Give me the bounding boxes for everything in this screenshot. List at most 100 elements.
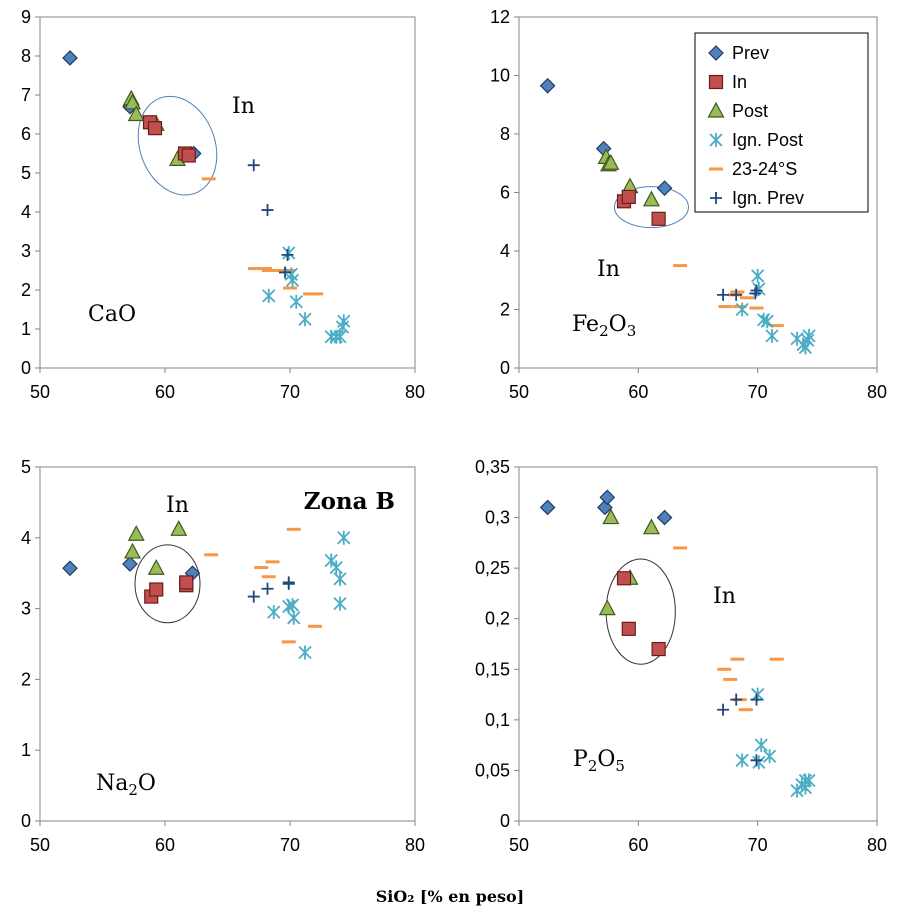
point-post — [170, 520, 188, 536]
point-ign-prev — [750, 754, 763, 767]
point-ign-post — [333, 329, 347, 344]
point-ign-post — [802, 328, 816, 343]
point-ign-prev — [261, 582, 274, 595]
y-tick-label: 8 — [21, 46, 31, 66]
point-post — [123, 542, 142, 559]
x-axis-title: SiO₂ [% en peso] — [376, 887, 525, 906]
point-prev — [539, 499, 556, 516]
in-field-envelope — [134, 544, 201, 624]
legend-marker-ign-prev — [710, 192, 722, 204]
y-tick-label: 6 — [500, 183, 510, 203]
point-ign-post — [329, 560, 343, 575]
point-ign-post — [798, 780, 813, 795]
point-prev — [539, 77, 556, 94]
plot-area — [39, 466, 416, 822]
y-tick-label: 0,15 — [475, 659, 510, 679]
oxide-label: Na2O — [96, 771, 156, 799]
point-post — [642, 190, 660, 207]
point-ign-prev — [717, 703, 730, 716]
y-tick-label: 2 — [500, 300, 510, 320]
point-ign-post — [262, 288, 276, 303]
point-in — [149, 582, 164, 597]
oxide-label: CaO — [88, 302, 136, 327]
point-ign-post — [735, 753, 749, 768]
y-tick-label: 3 — [21, 241, 31, 261]
y-tick-label: 2 — [21, 280, 31, 300]
y-tick-label: 0,35 — [475, 457, 510, 477]
x-tick-label: 80 — [867, 382, 887, 402]
legend-label-ign-post: Ign. Post — [732, 130, 803, 150]
cao-panel: 0 1 2 3 4 5 6 7 8 9 50 60 70 80 In CaO — [21, 7, 425, 402]
point-post — [602, 508, 620, 525]
point-ign-post — [751, 268, 765, 283]
y-tick-label: 0 — [21, 811, 31, 831]
legend-label-in: In — [732, 72, 747, 92]
point-ign-post — [735, 302, 749, 317]
point-prev — [656, 509, 673, 526]
point-ign-prev — [730, 288, 743, 301]
point-in — [651, 211, 666, 226]
x-tick-label: 80 — [405, 382, 425, 402]
zone-label: Zona B — [304, 488, 395, 515]
point-ign-prev — [247, 590, 260, 603]
point-post — [598, 599, 616, 616]
in-field-label: In — [713, 584, 736, 609]
legend-label-prev: Prev — [732, 43, 769, 63]
y-tick-label: 0 — [500, 358, 510, 378]
y-tick-label: 10 — [490, 66, 510, 86]
point-ign-prev — [750, 284, 763, 297]
point-ign-prev — [717, 288, 730, 301]
in-field-envelope — [137, 95, 218, 196]
y-tick-label: 5 — [21, 457, 31, 477]
y-tick-label: 2 — [21, 669, 31, 689]
point-prev — [62, 560, 78, 577]
legend-label-post: Post — [732, 101, 768, 121]
point-ign-prev — [282, 576, 295, 589]
y-tick-label: 0,1 — [485, 710, 510, 730]
y-tick-label: 7 — [21, 85, 31, 105]
x-tick-label: 70 — [280, 382, 300, 402]
x-tick-label: 60 — [155, 835, 175, 855]
y-tick-label: 0 — [21, 358, 31, 378]
x-tick-label: 50 — [509, 835, 529, 855]
point-post — [127, 105, 145, 122]
y-tick-label: 9 — [21, 7, 31, 27]
point-post — [642, 518, 660, 535]
legend-box — [694, 32, 869, 213]
in-field-label: In — [232, 94, 255, 119]
point-ign-post — [762, 749, 777, 764]
y-tick-label: 0,2 — [485, 609, 510, 629]
point-ign-post — [298, 645, 312, 660]
point-post — [127, 524, 145, 541]
x-tick-label: 70 — [748, 382, 768, 402]
x-tick-label: 50 — [509, 382, 529, 402]
point-ign-post — [285, 598, 300, 613]
legend-marker-in — [708, 74, 724, 90]
point-post — [602, 153, 620, 170]
point-ign-prev — [750, 693, 763, 706]
point-prev — [122, 556, 138, 572]
point-ign-prev — [261, 204, 274, 217]
point-in — [651, 641, 666, 657]
x-tick-label: 80 — [867, 835, 887, 855]
y-tick-label: 1 — [21, 740, 31, 760]
legend-label-ign-prev: Ign. Prev — [732, 188, 804, 208]
y-tick-label: 0 — [500, 811, 510, 831]
y-tick-label: 0,25 — [475, 558, 510, 578]
point-ign-post — [333, 571, 347, 586]
plot-area — [518, 466, 878, 822]
point-ign-post — [282, 245, 296, 260]
point-in — [181, 148, 196, 163]
y-tick-label: 5 — [21, 163, 31, 183]
in-field-label: In — [166, 493, 189, 518]
fe2o3-panel: 0 2 4 6 8 10 12 50 60 70 80 In Fe2O3 — [490, 7, 887, 402]
y-tick-label: 8 — [500, 124, 510, 144]
y-tick-label: 4 — [21, 202, 31, 222]
oxide-label: Fe2O3 — [572, 312, 636, 340]
x-tick-label: 50 — [30, 835, 50, 855]
oxide-label: P2O5 — [573, 747, 625, 775]
point-ign-prev — [281, 248, 294, 261]
point-ign-prev — [730, 693, 743, 706]
point-ign-prev — [247, 159, 260, 172]
